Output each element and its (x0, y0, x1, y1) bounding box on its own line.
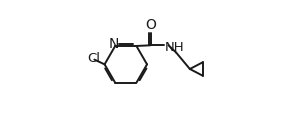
Text: O: O (145, 18, 156, 32)
Text: NH: NH (165, 41, 184, 54)
Text: N: N (109, 37, 119, 51)
Text: Cl: Cl (87, 52, 100, 65)
